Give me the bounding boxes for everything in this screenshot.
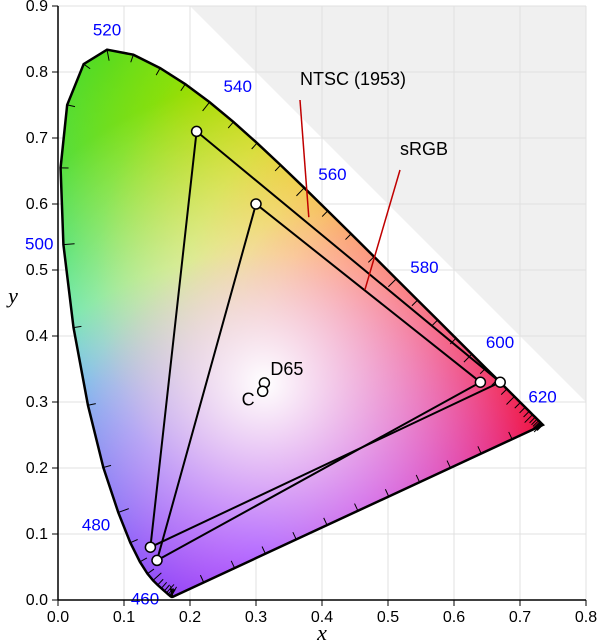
wavelength-label-620: 620 [528,388,556,407]
whitepoint-C [258,386,268,396]
x-axis-label: x [316,620,327,641]
y-tick-label: 0.9 [26,0,48,15]
wavelength-label-480: 480 [82,515,110,534]
x-tick-label: 0.6 [443,609,465,626]
wavelength-label-540: 540 [224,77,252,96]
wavelength-label-500: 500 [25,235,53,254]
wavelength-label-560: 560 [318,165,346,184]
y-tick-label: 0.8 [26,64,48,81]
chromaticity-diagram: 460 480 500 520 540 560 580 600 620 NTSC (1953) sR… [0,0,603,641]
y-tick-label: 0.0 [26,592,48,609]
gamut-vertex [192,126,202,136]
y-tick-label: 0.1 [26,526,48,543]
gamut-vertex [251,199,261,209]
x-tick-label: 0.7 [509,609,531,626]
gamut-label-ntsc: NTSC (1953) [300,69,406,89]
y-tick-label: 0.5 [26,262,48,279]
gamut-label-srgb: sRGB [400,139,448,159]
x-tick-label: 0.8 [575,609,597,626]
x-tick-label: 0.2 [179,609,201,626]
y-axis-label: y [6,283,18,308]
gamut-vertex [145,542,155,552]
x-tick-label: 0.0 [47,609,69,626]
gamut-vertex [152,555,162,565]
gamut-vertex [495,377,505,387]
wavelength-label-600: 600 [486,333,514,352]
y-tick-label: 0.3 [26,394,48,411]
y-tick-label: 0.2 [26,460,48,477]
wavelength-label-520: 520 [93,21,121,40]
x-tick-label: 0.5 [377,609,399,626]
y-tick-label: 0.7 [26,130,48,147]
gamut-vertex [475,377,485,387]
x-tick-label: 0.3 [245,609,267,626]
y-tick-label: 0.4 [26,328,48,345]
whitepoint-label-D65: D65 [270,359,303,379]
wavelength-label-460: 460 [131,589,159,608]
whitepoint-label-C: C [242,389,255,409]
wavelength-label-580: 580 [410,258,438,277]
y-tick-label: 0.6 [26,196,48,213]
x-tick-label: 0.1 [113,609,135,626]
